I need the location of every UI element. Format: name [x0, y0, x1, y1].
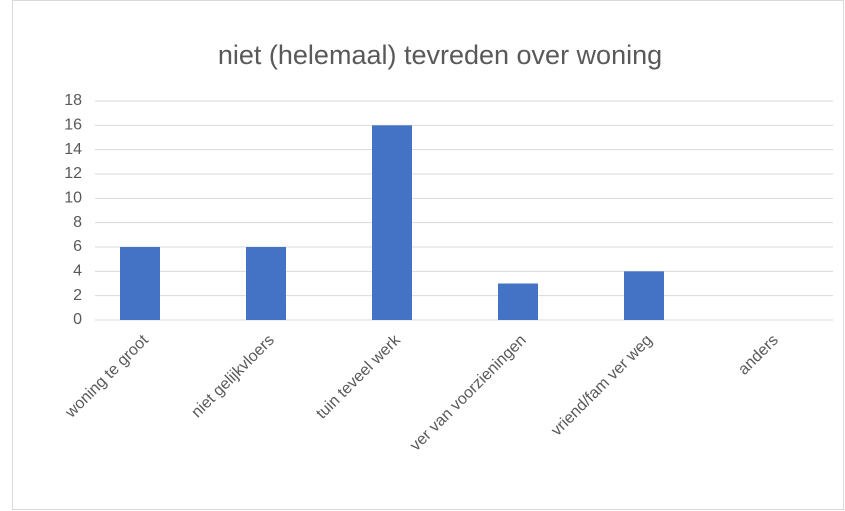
bar: [120, 247, 160, 320]
y-tick-label: 14: [64, 141, 82, 158]
y-tick-label: 16: [64, 117, 82, 134]
bar: [246, 247, 286, 320]
y-tick-label: 4: [73, 263, 82, 280]
y-tick-label: 8: [73, 214, 82, 231]
chart-title: niet (helemaal) tevreden over woning: [218, 40, 662, 70]
y-tick-label: 6: [73, 238, 82, 255]
bar: [372, 125, 412, 320]
y-tick-label: 18: [64, 92, 82, 109]
y-tick-label: 12: [64, 165, 82, 182]
y-tick-label: 10: [64, 190, 82, 207]
bar: [624, 271, 664, 320]
bar: [498, 283, 538, 320]
y-tick-label: 2: [73, 287, 82, 304]
y-tick-label: 0: [73, 311, 82, 328]
